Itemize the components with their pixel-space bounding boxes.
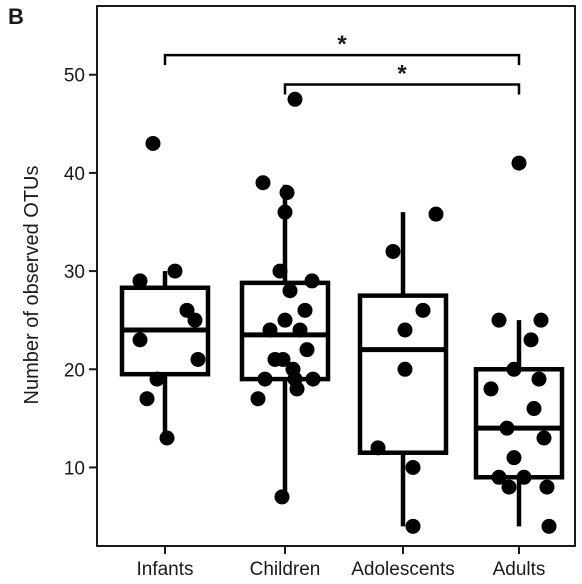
y-tick-label: 10 — [64, 458, 85, 479]
data-point — [526, 401, 542, 417]
data-point — [491, 312, 507, 328]
data-point — [277, 312, 293, 328]
boxes-layer — [119, 184, 565, 527]
data-point — [282, 283, 298, 299]
y-tick-label: 40 — [64, 164, 85, 185]
data-point — [541, 518, 557, 534]
data-point — [187, 312, 203, 328]
data-point — [405, 459, 421, 475]
data-point — [516, 469, 532, 485]
data-point — [149, 371, 165, 387]
data-point — [506, 450, 522, 466]
y-tick-label: 30 — [64, 262, 85, 283]
data-point — [536, 430, 552, 446]
data-point — [279, 185, 295, 201]
y-tick-label: 20 — [64, 360, 85, 381]
x-tick-label: Adolescents — [351, 559, 455, 580]
x-tick-label: Adults — [493, 559, 546, 580]
significance-bracket — [163, 53, 521, 66]
data-point — [506, 361, 522, 377]
x-axis: Infants Children Adolescents Adults — [136, 546, 545, 580]
data-point — [167, 263, 183, 279]
significance-bracket — [283, 83, 521, 95]
data-point — [370, 440, 386, 456]
data-point — [255, 175, 271, 191]
significance-label: * — [337, 31, 347, 58]
data-point — [159, 430, 175, 446]
y-tick-label: 50 — [64, 66, 85, 87]
data-point — [257, 371, 273, 387]
data-point — [385, 243, 401, 259]
x-tick-label: Infants — [136, 559, 193, 580]
data-point — [305, 371, 321, 387]
y-axis: 10 20 30 40 50 — [64, 66, 97, 479]
data-point — [292, 322, 308, 338]
data-point — [145, 135, 161, 151]
data-point — [397, 361, 413, 377]
data-point — [132, 332, 148, 348]
data-point — [415, 302, 431, 318]
iqr-box — [357, 293, 449, 455]
data-point — [304, 273, 320, 289]
data-point — [483, 381, 499, 397]
data-point — [287, 91, 303, 107]
iqr-box — [239, 280, 331, 382]
data-point — [299, 342, 315, 358]
x-tick-label: Children — [250, 559, 321, 580]
points-layer — [132, 91, 557, 534]
data-point — [272, 263, 288, 279]
panel-label: B — [8, 4, 24, 29]
data-point — [250, 391, 266, 407]
data-point — [132, 273, 148, 289]
data-point — [428, 206, 444, 222]
data-point — [491, 469, 507, 485]
significance-layer: ** — [163, 31, 521, 95]
data-point — [274, 489, 290, 505]
data-point — [501, 479, 517, 495]
significance-label: * — [397, 61, 407, 88]
data-point — [277, 204, 293, 220]
plot-frame — [96, 5, 576, 547]
data-point — [523, 332, 539, 348]
data-point — [533, 312, 549, 328]
y-axis-title: Number of observed OTUs — [21, 166, 43, 405]
data-point — [405, 518, 421, 534]
data-point — [289, 381, 305, 397]
data-point — [275, 351, 291, 367]
data-point — [262, 322, 278, 338]
data-point — [397, 322, 413, 338]
data-point — [539, 479, 555, 495]
data-point — [511, 155, 527, 171]
data-point — [190, 351, 206, 367]
data-point — [139, 391, 155, 407]
data-point — [297, 302, 313, 318]
data-point — [499, 420, 515, 436]
data-point — [531, 371, 547, 387]
